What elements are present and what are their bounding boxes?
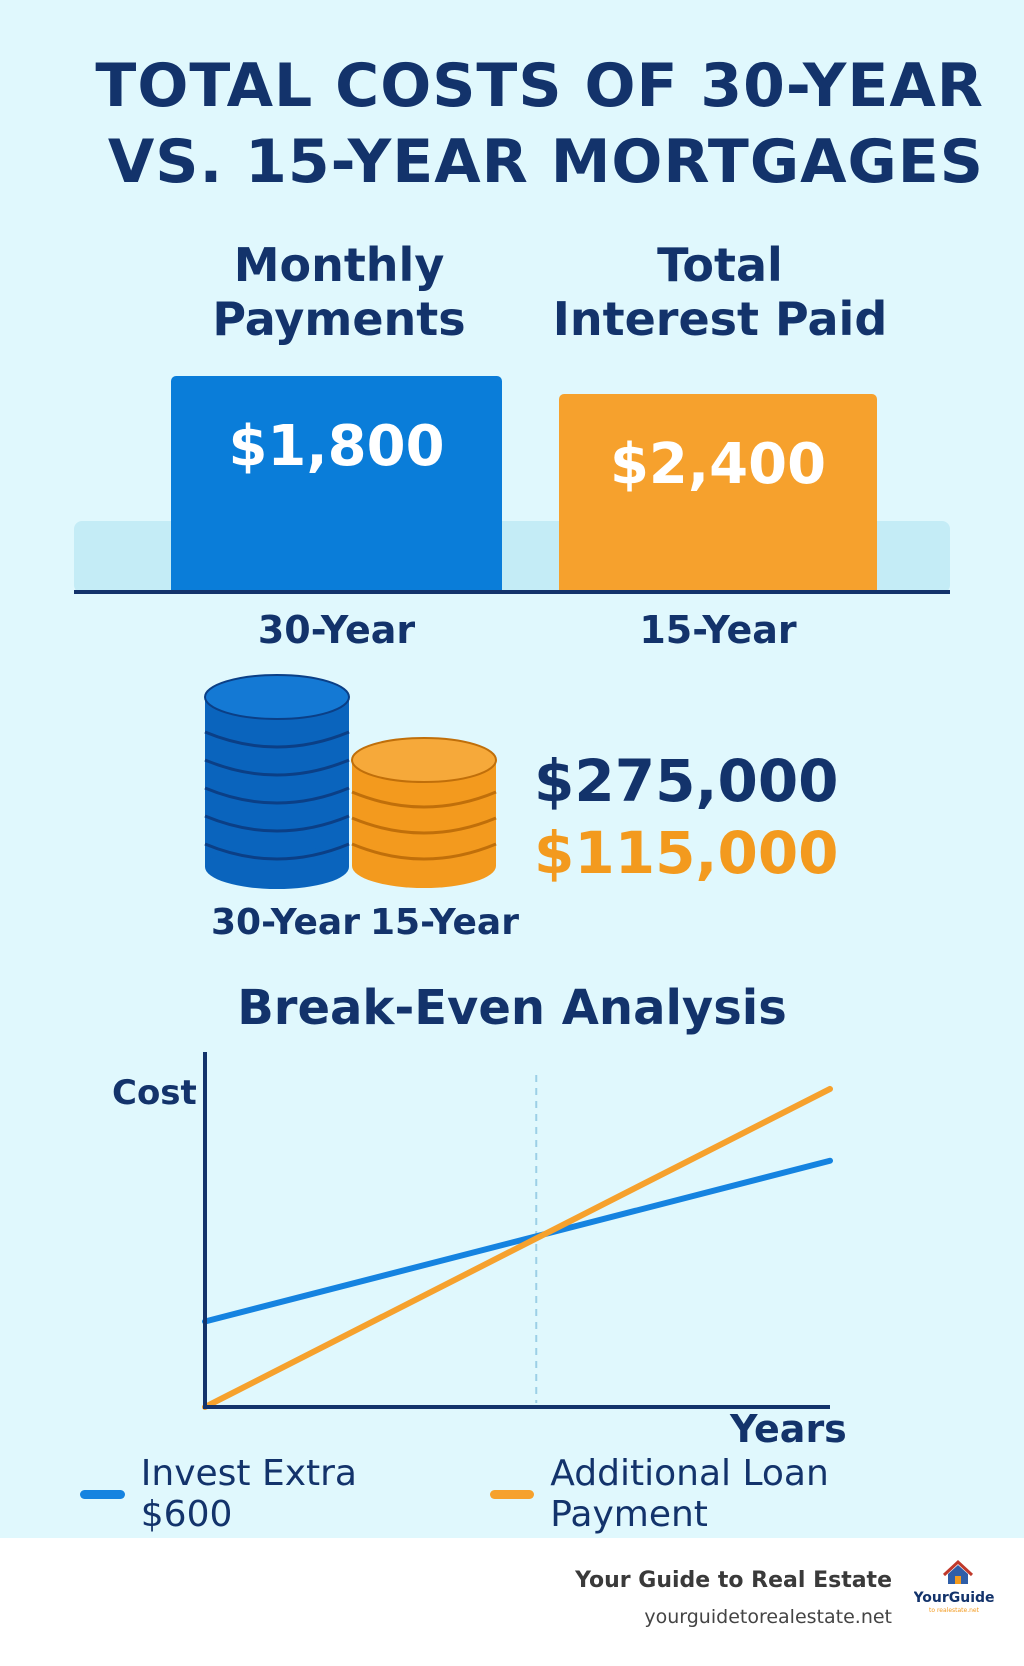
legend-item-loan: Additional Loan Payment bbox=[489, 1453, 986, 1535]
legend-item-invest: Invest Extra $600 bbox=[80, 1453, 452, 1535]
title-line-2: VS. 15-YEAR MORTGAGES bbox=[107, 127, 984, 197]
bar-baseline bbox=[74, 590, 950, 594]
page-title: TOTAL COSTS OF 30-YEAR VS. 15-YEAR MORTG… bbox=[24, 48, 984, 200]
total-cost-15-year: $115,000 bbox=[534, 819, 839, 887]
title-line-1: TOTAL COSTS OF 30-YEAR bbox=[95, 51, 984, 121]
legend-swatch-loan bbox=[489, 1489, 535, 1499]
footer-brand: Your Guide to Real Estate bbox=[575, 1568, 892, 1593]
y-axis-label: Cost bbox=[112, 1073, 197, 1113]
footer-url-link[interactable]: yourguidetorealestate.net bbox=[644, 1606, 892, 1628]
legend-swatch-invest bbox=[80, 1489, 125, 1499]
coin-label-30-year: 30-Year bbox=[211, 902, 360, 943]
monthly-header-line-1: Monthly bbox=[233, 238, 445, 292]
series-line-1 bbox=[202, 1085, 833, 1410]
bar-label-15-year: 15-Year bbox=[639, 608, 797, 652]
monthly-payments-header: Monthly Payments bbox=[174, 238, 504, 346]
brand-logo-icon: YourGuide to realestate.net bbox=[914, 1550, 994, 1630]
interest-header-line-1: Total bbox=[657, 238, 783, 292]
interest-header-line-2: Interest Paid bbox=[552, 292, 888, 346]
bar-30-year: $1,800 bbox=[171, 376, 502, 590]
logo-text: YourGuide bbox=[914, 1590, 994, 1606]
bar-value-30-year: $1,800 bbox=[228, 414, 445, 479]
chart-legend: Invest Extra $600 Additional Loan Paymen… bbox=[80, 1453, 1024, 1535]
break-even-chart: Cost Years bbox=[112, 1052, 847, 1451]
x-axis-label: Years bbox=[729, 1407, 847, 1451]
infographic-panel: TOTAL COSTS OF 30-YEAR VS. 15-YEAR MORTG… bbox=[0, 0, 1024, 1538]
coin-label-15-year: 15-Year bbox=[370, 902, 519, 943]
bar-label-30-year: 30-Year bbox=[257, 608, 416, 652]
bar-15-year: $2,400 bbox=[559, 394, 877, 590]
logo-subtext: to realestate.net bbox=[929, 1607, 980, 1614]
chart-title: Break-Even Analysis bbox=[237, 980, 787, 1036]
coin-stack-15-year-icon bbox=[351, 737, 497, 888]
bar-value-15-year: $2,400 bbox=[609, 432, 827, 497]
total-cost-values: $275,000 $115,000 bbox=[534, 745, 839, 889]
total-cost-30-year: $275,000 bbox=[534, 747, 839, 815]
coin-stack-30-year-icon bbox=[204, 674, 350, 889]
coin-stacks-icon bbox=[204, 674, 497, 889]
legend-label-invest: Invest Extra $600 bbox=[140, 1453, 357, 1535]
monthly-header-line-2: Payments bbox=[212, 292, 466, 346]
series-line-0 bbox=[202, 1157, 833, 1325]
legend-label-loan: Additional Loan Payment bbox=[550, 1453, 829, 1535]
total-interest-header: Total Interest Paid bbox=[540, 238, 900, 346]
